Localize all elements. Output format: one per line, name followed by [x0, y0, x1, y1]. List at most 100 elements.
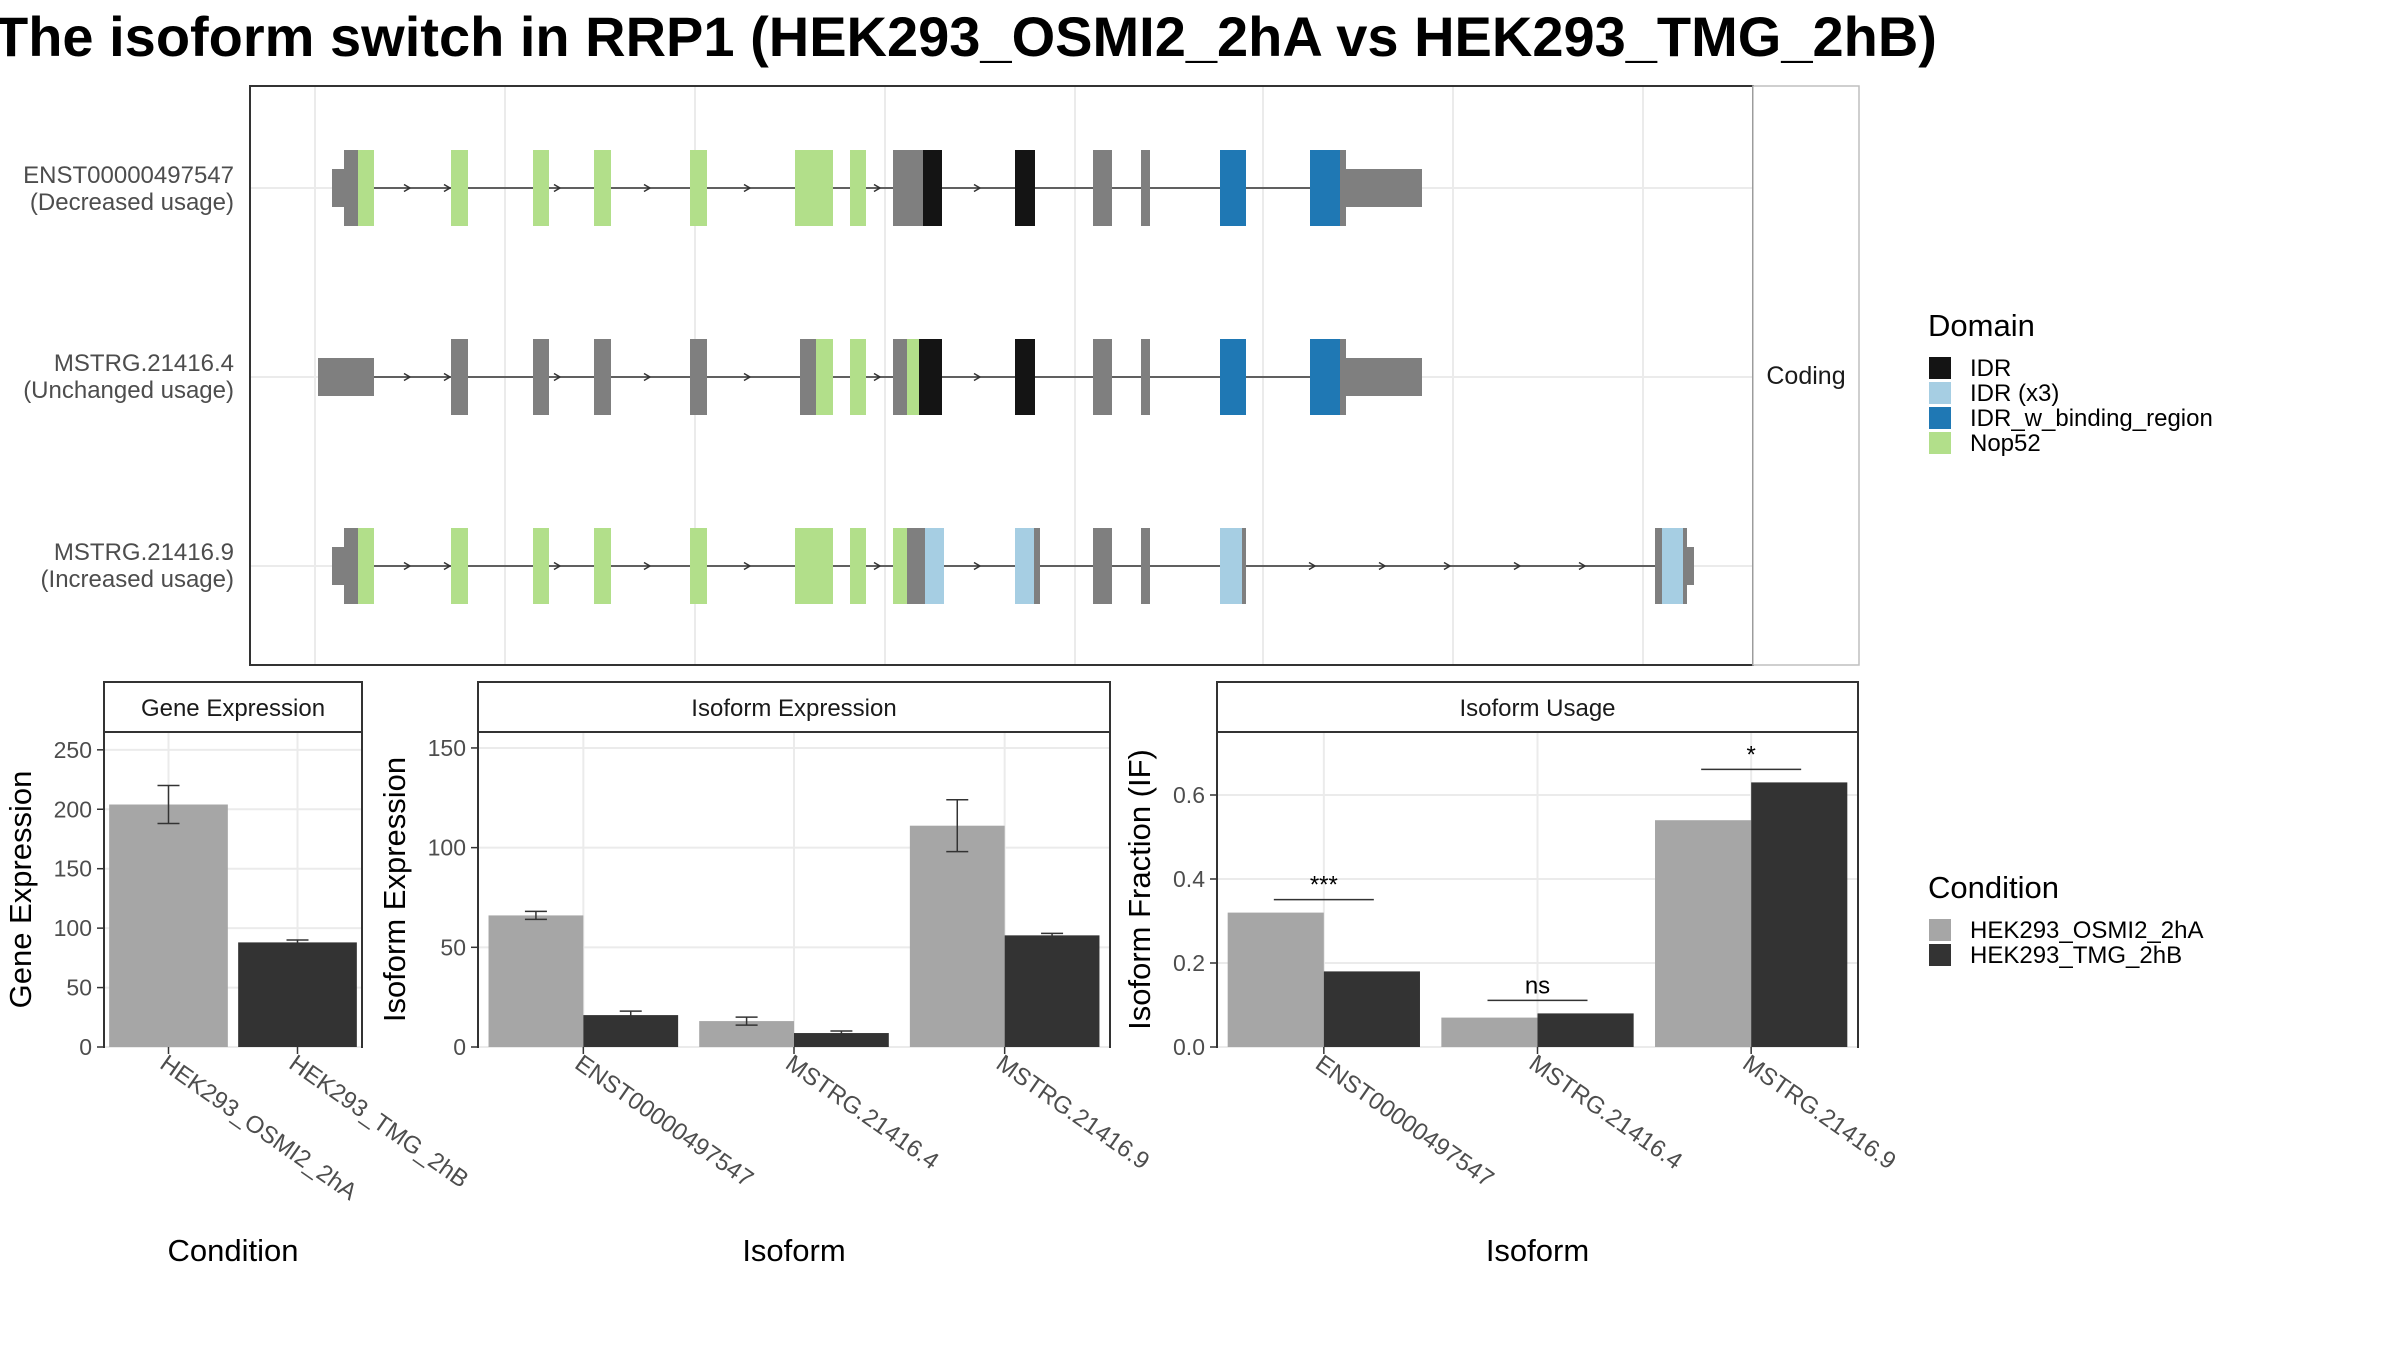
domain-legend-label: IDR_w_binding_region — [1970, 405, 2213, 432]
x-tick-label: MSTRG.21416.4 — [1524, 1050, 1687, 1175]
y-tick-label: 100 — [428, 835, 466, 861]
domain-segment — [893, 528, 907, 604]
intron-arrow-icon — [973, 372, 982, 382]
intron-arrow-icon — [873, 183, 882, 193]
condition-legend-title: Condition — [1928, 870, 2059, 905]
domain-segment — [1220, 528, 1242, 604]
isoform-row-labels: ENST00000497547 (Decreased usage) MSTRG.… — [23, 162, 234, 593]
isoform-structure-panel: Coding ENST00000497547 (Decreased usage)… — [23, 85, 1860, 666]
bar — [1537, 1013, 1634, 1047]
domain-segment — [358, 150, 374, 226]
domain-segment — [451, 528, 468, 604]
coding-exon-segment — [907, 150, 923, 226]
utr-exon-segment — [1687, 547, 1694, 585]
bar — [1227, 912, 1324, 1047]
coding-strip-label: Coding — [1766, 362, 1845, 390]
bar — [238, 942, 357, 1047]
domain-segment — [925, 528, 944, 604]
domain-segment — [690, 528, 707, 604]
y-axis-title: Isoform Expression — [377, 757, 412, 1022]
y-axis-title: Gene Expression — [3, 771, 38, 1009]
coding-exon-segment — [1034, 528, 1040, 604]
intron-arrow-icon — [643, 372, 652, 382]
coding-exon-segment — [1093, 150, 1112, 226]
domain-legend-title: Domain — [1928, 308, 2035, 343]
condition-legend-swatch — [1929, 944, 1951, 966]
bar — [583, 1015, 679, 1047]
panel-strip — [477, 681, 1111, 733]
x-axis-title: Isoform — [742, 1233, 845, 1268]
intron-arrow-icon — [403, 561, 412, 571]
significance-label: *** — [1310, 872, 1338, 899]
coding-exon-segment — [800, 339, 810, 415]
y-tick-label: 50 — [66, 975, 92, 1001]
coding-exon-segment — [1340, 339, 1346, 415]
isoform-tracks — [318, 150, 1694, 604]
bar — [1655, 820, 1752, 1047]
x-tick-label: MSTRG.21416.9 — [991, 1050, 1154, 1175]
domain-segment — [1310, 339, 1340, 415]
coding-exon-segment — [893, 150, 907, 226]
bar — [1323, 971, 1420, 1047]
intron-arrow-icon — [743, 183, 752, 193]
coding-exon-segment — [907, 528, 925, 604]
isoform-usage-chart: Isoform Usage 0.0 0.2 0.4 0.6 *** ns * ENST00000… — [1122, 681, 1901, 1268]
coding-exon-segment — [533, 339, 549, 415]
utr-exon-segment — [318, 358, 374, 396]
intron-arrow-icon — [443, 372, 452, 382]
significance-label: ns — [1525, 972, 1550, 999]
isoform-track-2 — [318, 339, 1422, 415]
coding-exon-segment — [1242, 528, 1246, 604]
utr-exon-segment — [332, 169, 344, 207]
domain-segment — [358, 528, 374, 604]
domain-segment — [816, 339, 833, 415]
condition-legend-label: HEK293_TMG_2hB — [1970, 942, 2182, 969]
y-tick-label: 150 — [54, 856, 92, 882]
isoform-panel-background — [249, 85, 1754, 666]
x-axis-title: Isoform — [1486, 1233, 1589, 1268]
x-tick-label: ENST00000497547 — [1310, 1050, 1498, 1193]
utr-exon-segment — [1346, 169, 1422, 207]
coding-exon-segment — [1655, 528, 1662, 604]
coding-exon-segment — [451, 339, 468, 415]
isoform-1-id: ENST00000497547 — [23, 162, 234, 189]
coding-exon-segment — [810, 339, 816, 415]
bar — [794, 1033, 889, 1047]
domain-segment — [923, 150, 942, 226]
intron-arrow-icon — [403, 183, 412, 193]
domain-segment — [594, 528, 611, 604]
y-tick-label: 100 — [54, 915, 92, 941]
domain-legend-swatch — [1929, 432, 1951, 454]
domain-segment — [533, 150, 549, 226]
bar — [1441, 1017, 1538, 1047]
y-tick-label: 250 — [54, 737, 92, 763]
y-tick-label: 200 — [54, 796, 92, 822]
intron-arrow-icon — [1378, 561, 1387, 571]
coding-strip — [1752, 85, 1860, 666]
bar — [488, 915, 584, 1047]
coding-exon-segment — [1340, 150, 1346, 226]
intron-arrow-icon — [973, 561, 982, 571]
domain-segment — [533, 528, 549, 604]
y-tick-label: 0.6 — [1173, 782, 1205, 808]
domain-legend-swatch — [1929, 357, 1951, 379]
isoform-2-usage: (Unchanged usage) — [23, 377, 234, 404]
coding-exon-segment — [1093, 339, 1112, 415]
domain-legend-label: IDR (x3) — [1970, 380, 2059, 407]
coding-exon-segment — [1141, 150, 1150, 226]
domain-segment — [850, 339, 866, 415]
x-tick-label: MSTRG.21416.4 — [781, 1050, 944, 1175]
y-tick-label: 0.4 — [1173, 866, 1205, 892]
intron-arrow-icon — [443, 183, 452, 193]
coding-exon-segment — [344, 150, 358, 226]
domain-segment — [451, 150, 468, 226]
bar — [109, 804, 228, 1047]
intron-arrow-icon — [443, 561, 452, 571]
coding-exon-segment — [690, 339, 707, 415]
isoform-1-usage: (Decreased usage) — [30, 189, 234, 216]
isoform-track-1 — [332, 150, 1422, 226]
bar — [1004, 935, 1100, 1047]
